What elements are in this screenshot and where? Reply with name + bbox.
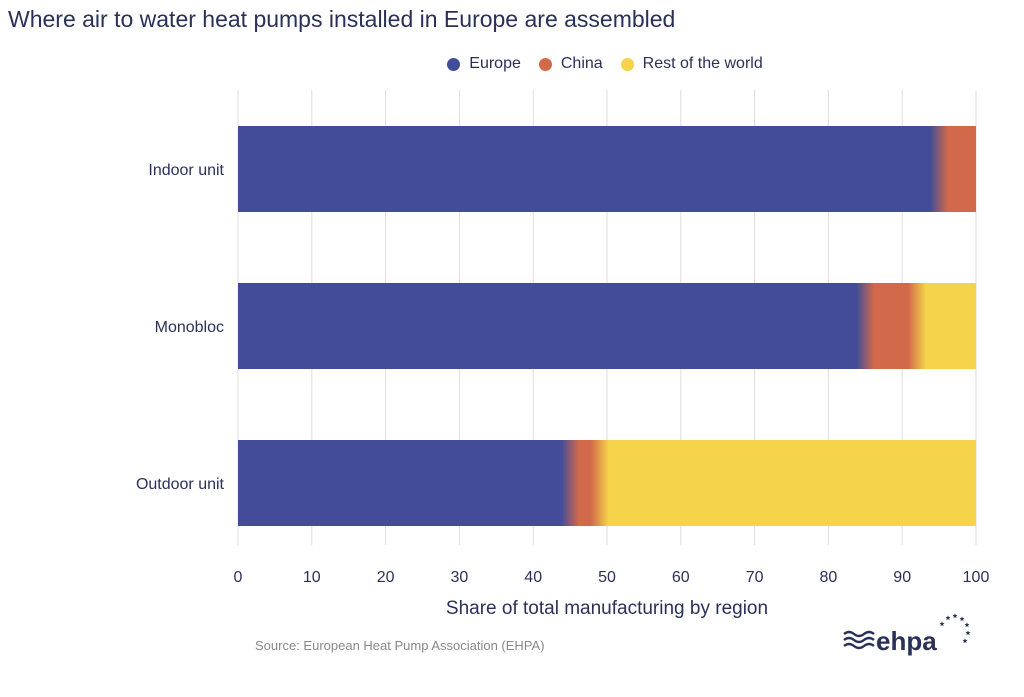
- legend-marker: [620, 57, 634, 71]
- x-tick-label: 10: [303, 569, 321, 586]
- bar-europe: [238, 283, 865, 369]
- legend-item: Europe: [447, 55, 521, 73]
- star-icon: [965, 630, 971, 636]
- legend-label: Europe: [469, 55, 521, 72]
- legend-item: Rest of the world: [620, 55, 763, 73]
- x-axis-label: Share of total manufacturing by region: [445, 598, 769, 619]
- star-icon: [939, 621, 945, 627]
- source-note: Source: European Heat Pump Association (…: [255, 638, 545, 653]
- bar-background: [238, 283, 976, 369]
- star-icon: [959, 616, 965, 622]
- x-tick-label: 0: [234, 569, 243, 586]
- x-tick-label: 20: [377, 569, 395, 586]
- logo-wordmark: ehpa: [876, 626, 937, 656]
- y-tick-label: Outdoor unit: [136, 476, 225, 493]
- y-tick-label: Monobloc: [155, 319, 224, 336]
- legend-marker: [447, 57, 461, 71]
- legend-item: China: [538, 55, 603, 73]
- y-tick-label: Indoor unit: [148, 162, 224, 179]
- legend-label: China: [560, 55, 603, 72]
- star-icon: [962, 638, 968, 644]
- star-icon: [952, 613, 958, 619]
- ehpa-logo: ehpa: [843, 613, 971, 656]
- bar-background: [238, 440, 976, 526]
- bar-europe: [238, 440, 570, 526]
- bar-rest-of-the-world: [600, 440, 976, 526]
- x-tick-label: 30: [451, 569, 469, 586]
- legend-label: Rest of the world: [642, 55, 763, 72]
- bar-china: [865, 283, 917, 369]
- bar-background: [238, 126, 976, 212]
- x-tick-label: 90: [893, 569, 911, 586]
- legend: Europe China Rest of the world: [0, 55, 1024, 73]
- star-icon: [964, 622, 970, 628]
- bar-china: [939, 126, 976, 212]
- x-tick-label: 50: [598, 569, 616, 586]
- star-icon: [945, 615, 951, 621]
- x-tick-label: 100: [963, 569, 990, 586]
- x-tick-label: 70: [746, 569, 764, 586]
- x-tick-label: 60: [672, 569, 690, 586]
- bar-china: [570, 440, 600, 526]
- legend-marker: [538, 57, 552, 71]
- bar-europe: [238, 126, 939, 212]
- x-tick-label: 80: [820, 569, 838, 586]
- bar-rest-of-the-world: [917, 283, 976, 369]
- x-tick-label: 40: [524, 569, 542, 586]
- chart-title: Where air to water heat pumps installed …: [8, 6, 676, 32]
